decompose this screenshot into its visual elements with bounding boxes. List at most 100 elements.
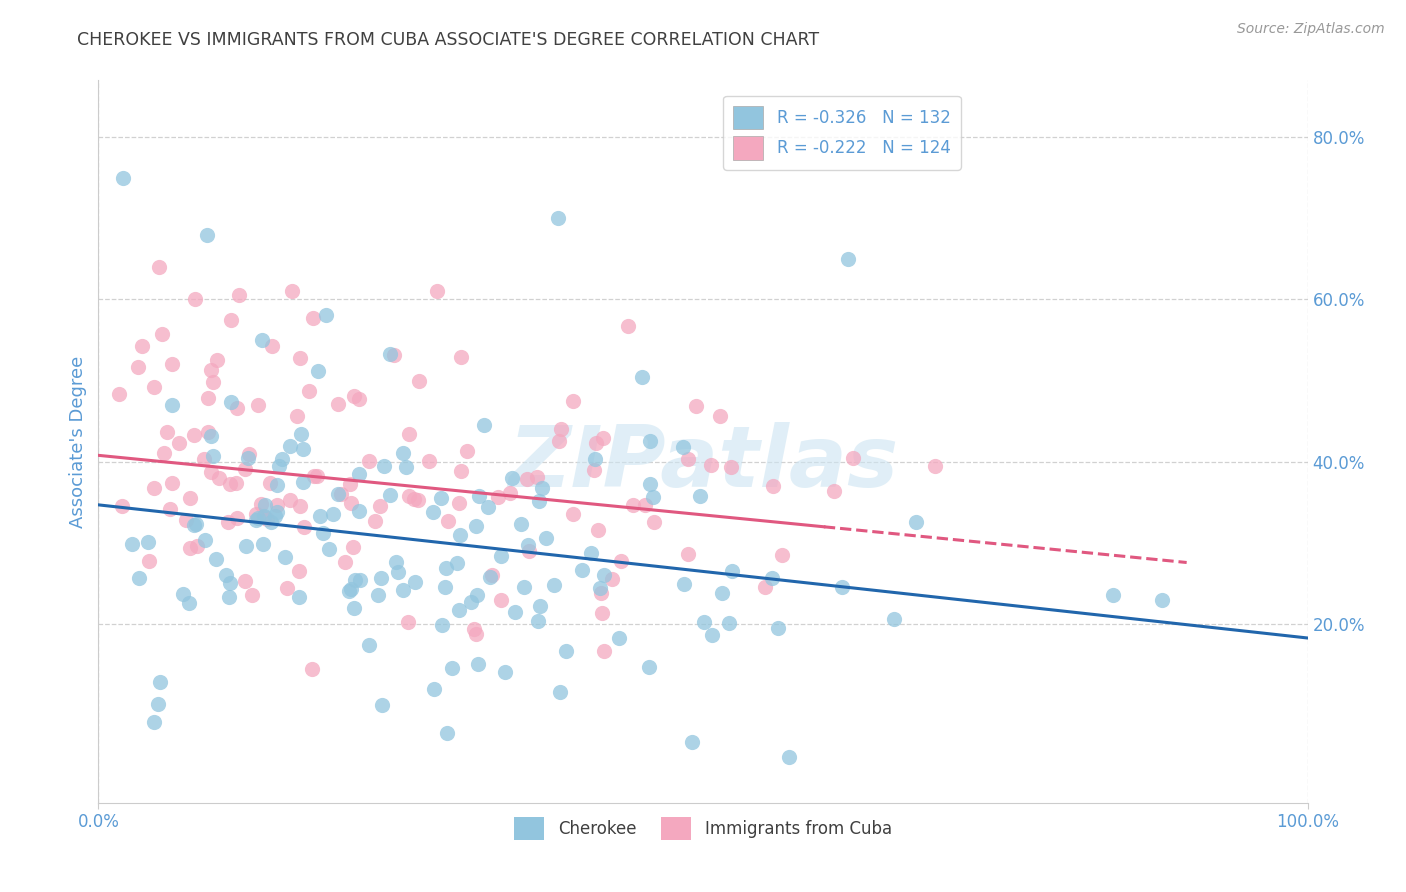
- Point: [702, 628, 724, 642]
- Point: [467, 657, 489, 672]
- Point: [924, 459, 946, 474]
- Point: [494, 665, 516, 679]
- Point: [172, 587, 194, 601]
- Point: [593, 568, 616, 582]
- Point: [312, 526, 335, 541]
- Text: ZIPatlas: ZIPatlas: [508, 422, 898, 505]
- Point: [583, 463, 606, 477]
- Point: [252, 537, 274, 551]
- Point: [638, 434, 661, 448]
- Point: [276, 582, 298, 596]
- Point: [179, 491, 201, 506]
- Point: [349, 573, 371, 587]
- Point: [396, 615, 419, 629]
- Point: [195, 227, 218, 242]
- Point: [382, 348, 405, 362]
- Point: [513, 580, 536, 594]
- Point: [291, 442, 314, 456]
- Point: [160, 398, 183, 412]
- Point: [347, 504, 370, 518]
- Point: [468, 489, 491, 503]
- Point: [179, 596, 201, 610]
- Point: [585, 436, 607, 450]
- Point: [489, 593, 512, 607]
- Point: [718, 615, 741, 630]
- Point: [770, 548, 793, 562]
- Point: [302, 468, 325, 483]
- Point: [589, 581, 612, 595]
- Point: [288, 499, 311, 513]
- Point: [142, 380, 165, 394]
- Point: [364, 515, 387, 529]
- Point: [240, 588, 263, 602]
- Point: [392, 582, 415, 597]
- Point: [174, 513, 197, 527]
- Point: [465, 588, 488, 602]
- Point: [138, 554, 160, 568]
- Point: [426, 285, 449, 299]
- Point: [278, 493, 301, 508]
- Point: [186, 516, 208, 531]
- Point: [591, 586, 613, 600]
- Point: [108, 387, 131, 401]
- Point: [357, 638, 380, 652]
- Point: [238, 447, 260, 461]
- Point: [184, 293, 207, 307]
- Point: [709, 409, 731, 424]
- Point: [422, 682, 444, 697]
- Point: [607, 632, 630, 646]
- Point: [778, 750, 800, 764]
- Point: [343, 389, 366, 403]
- Point: [343, 601, 366, 615]
- Point: [768, 621, 790, 635]
- Point: [550, 422, 572, 436]
- Point: [529, 599, 551, 613]
- Text: Source: ZipAtlas.com: Source: ZipAtlas.com: [1237, 22, 1385, 37]
- Point: [219, 395, 242, 409]
- Point: [148, 260, 170, 274]
- Point: [548, 434, 571, 449]
- Point: [408, 374, 430, 388]
- Point: [326, 486, 349, 500]
- Point: [278, 439, 301, 453]
- Point: [305, 468, 328, 483]
- Point: [422, 505, 444, 519]
- Point: [402, 491, 425, 506]
- Point: [260, 515, 283, 529]
- Point: [159, 502, 181, 516]
- Point: [450, 350, 472, 364]
- Point: [761, 571, 783, 585]
- Point: [349, 467, 371, 481]
- Point: [394, 459, 416, 474]
- Point: [387, 565, 409, 579]
- Point: [456, 443, 478, 458]
- Point: [837, 252, 859, 266]
- Point: [583, 452, 606, 467]
- Point: [315, 308, 337, 322]
- Point: [197, 425, 219, 440]
- Point: [554, 644, 576, 658]
- Point: [430, 617, 453, 632]
- Point: [434, 560, 457, 574]
- Point: [672, 441, 695, 455]
- Point: [183, 517, 205, 532]
- Point: [1102, 589, 1125, 603]
- Point: [205, 352, 228, 367]
- Point: [685, 399, 707, 413]
- Point: [349, 392, 371, 406]
- Point: [638, 659, 661, 673]
- Point: [253, 510, 276, 524]
- Point: [547, 211, 569, 226]
- Point: [562, 394, 585, 409]
- Point: [333, 555, 356, 569]
- Point: [292, 475, 315, 489]
- Point: [631, 370, 654, 384]
- Point: [720, 460, 742, 475]
- Point: [309, 509, 332, 524]
- Point: [318, 541, 340, 556]
- Point: [322, 507, 344, 521]
- Point: [273, 549, 295, 564]
- Point: [218, 590, 240, 604]
- Point: [233, 574, 256, 588]
- Point: [446, 556, 468, 570]
